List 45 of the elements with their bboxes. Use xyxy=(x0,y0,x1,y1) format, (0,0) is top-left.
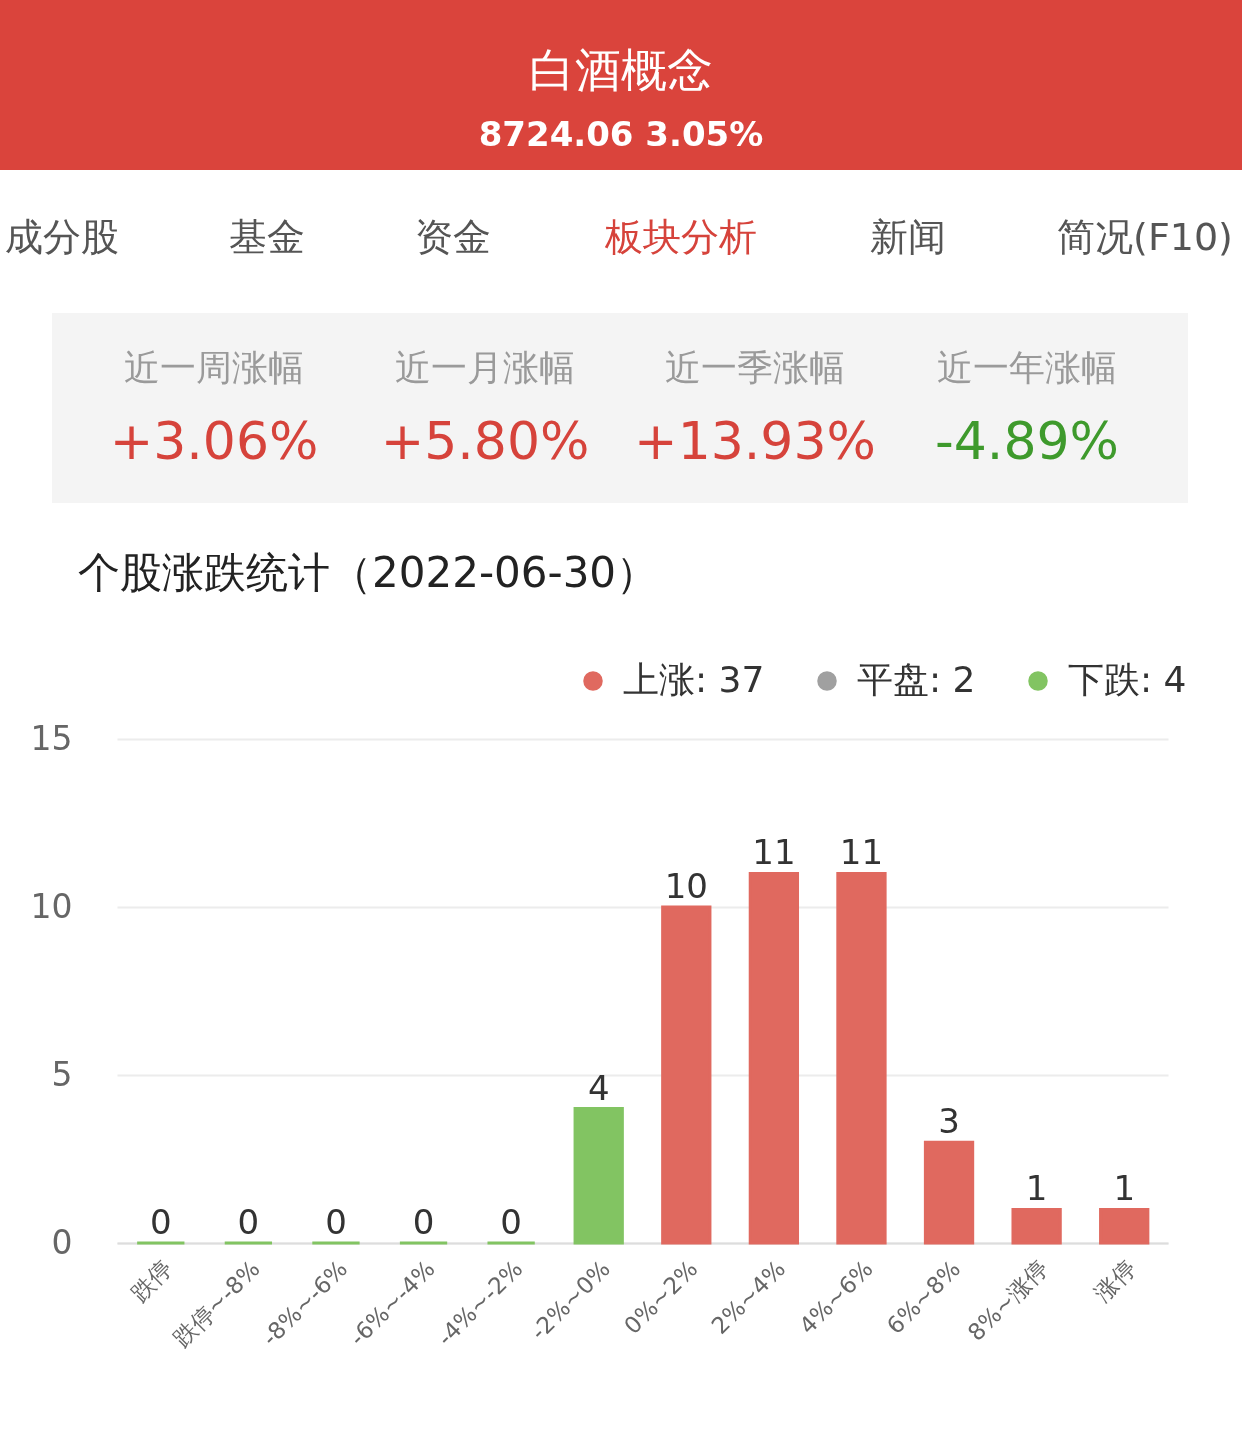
text: +13.93% xyxy=(634,411,876,471)
legend-label: 下跌: 4 xyxy=(1068,659,1187,700)
text: 资金 xyxy=(415,215,491,259)
data-label: 3 xyxy=(938,1101,960,1142)
text: 近一年涨幅 xyxy=(937,347,1117,388)
x-tick-label: 涨停 xyxy=(1089,1255,1141,1307)
data-label: 0 xyxy=(500,1202,522,1242)
legend-label: 上涨: 37 xyxy=(623,659,765,700)
data-label: 0 xyxy=(149,1202,172,1242)
chart-title: 个股涨跌统计（2022-06-30） xyxy=(78,548,659,597)
data-label: 0 xyxy=(325,1202,347,1242)
y-tick-label: 10 xyxy=(30,886,73,926)
text: +3.06% xyxy=(109,411,319,471)
bar xyxy=(748,871,800,1245)
data-label: 1 xyxy=(1113,1168,1136,1209)
text: 板块分析 xyxy=(604,215,757,259)
bar xyxy=(1011,1207,1062,1245)
text: 基金 xyxy=(229,215,305,259)
data-label: 0 xyxy=(237,1202,260,1242)
text: 近一周涨幅 xyxy=(124,347,304,388)
bar xyxy=(661,905,712,1245)
data-label: 10 xyxy=(664,866,708,906)
x-tick-label: 跌停 xyxy=(126,1255,178,1307)
bar xyxy=(573,1107,624,1245)
text: 新闻 xyxy=(870,215,946,259)
text: 简况(F10) xyxy=(1057,215,1233,259)
text: +5.80% xyxy=(380,411,590,471)
legend-label: 平盘: 2 xyxy=(857,659,976,700)
text: 白酒概念 xyxy=(529,43,713,97)
data-label: 11 xyxy=(839,832,884,873)
y-tick-label: 5 xyxy=(51,1054,73,1094)
data-label: 4 xyxy=(587,1067,610,1108)
data-label: 11 xyxy=(752,832,796,873)
text: 近一月涨幅 xyxy=(395,347,575,388)
bar xyxy=(1099,1207,1150,1245)
y-tick-label: 0 xyxy=(51,1222,73,1262)
text: -4.89% xyxy=(935,411,1119,471)
y-tick-label: 15 xyxy=(30,718,73,758)
text: 近一季涨幅 xyxy=(665,347,845,388)
data-label: 1 xyxy=(1025,1168,1048,1209)
bar xyxy=(923,1140,975,1245)
text: 成分股 xyxy=(5,215,119,259)
bar xyxy=(836,871,887,1245)
text: 8724.06 3.05% xyxy=(478,114,764,154)
data-label: 0 xyxy=(412,1202,435,1242)
